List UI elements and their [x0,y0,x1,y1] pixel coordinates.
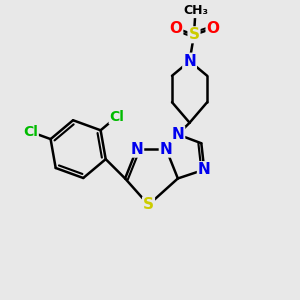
Text: N: N [130,142,143,157]
Text: Cl: Cl [23,125,38,139]
Text: Cl: Cl [110,110,124,124]
Text: S: S [188,27,200,42]
Text: N: N [172,127,184,142]
Text: S: S [143,197,154,212]
Text: N: N [183,54,196,69]
Text: CH₃: CH₃ [183,4,208,17]
Text: N: N [160,142,172,157]
Text: N: N [198,162,211,177]
Text: O: O [207,21,220,36]
Text: O: O [169,21,182,36]
